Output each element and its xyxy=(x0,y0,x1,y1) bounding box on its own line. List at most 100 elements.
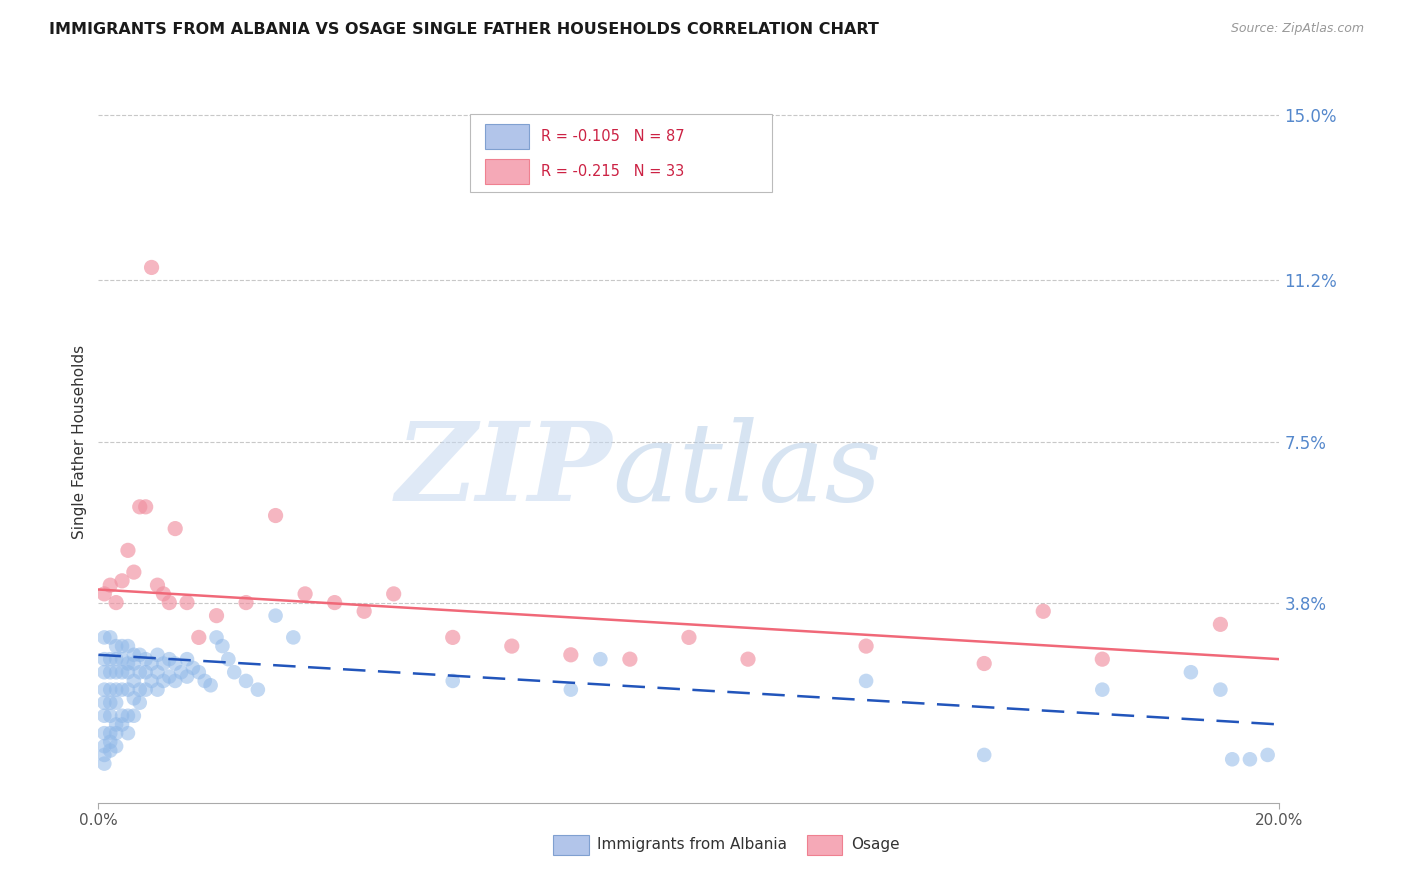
Point xyxy=(105,665,128,680)
Point xyxy=(146,578,169,592)
Point xyxy=(93,756,115,771)
Point xyxy=(181,661,204,675)
Point xyxy=(98,708,121,723)
Point xyxy=(235,673,257,688)
Text: Osage: Osage xyxy=(851,838,900,852)
Point xyxy=(98,682,121,697)
Point xyxy=(501,639,523,653)
Point xyxy=(117,639,139,653)
Point xyxy=(353,604,375,618)
Point xyxy=(128,696,150,710)
Point xyxy=(1180,665,1202,680)
Point xyxy=(152,673,174,688)
Text: Source: ZipAtlas.com: Source: ZipAtlas.com xyxy=(1230,22,1364,36)
Point xyxy=(217,652,239,666)
Point xyxy=(737,652,759,666)
Point xyxy=(194,673,217,688)
Point xyxy=(117,708,139,723)
Point xyxy=(117,543,139,558)
Point xyxy=(93,652,115,666)
Point xyxy=(135,652,157,666)
Point xyxy=(235,596,257,610)
Point xyxy=(441,673,464,688)
Point xyxy=(98,578,121,592)
Point xyxy=(146,682,169,697)
Point xyxy=(128,682,150,697)
Point xyxy=(560,648,582,662)
Point xyxy=(157,596,180,610)
Point xyxy=(589,652,612,666)
Point xyxy=(170,665,193,680)
Point xyxy=(141,673,163,688)
Text: Immigrants from Albania: Immigrants from Albania xyxy=(596,838,787,852)
Y-axis label: Single Father Households: Single Father Households xyxy=(72,344,87,539)
Point xyxy=(98,665,121,680)
Point xyxy=(105,726,128,740)
Point xyxy=(98,726,121,740)
Point xyxy=(1209,617,1232,632)
Point xyxy=(619,652,641,666)
FancyBboxPatch shape xyxy=(553,835,589,855)
Point xyxy=(560,682,582,697)
Point xyxy=(855,673,877,688)
Point xyxy=(264,608,287,623)
Point xyxy=(264,508,287,523)
Point xyxy=(1209,682,1232,697)
Point xyxy=(111,574,134,588)
Text: R = -0.215   N = 33: R = -0.215 N = 33 xyxy=(541,164,685,178)
Point xyxy=(855,639,877,653)
Point xyxy=(111,652,134,666)
Point xyxy=(973,747,995,762)
Point xyxy=(105,696,128,710)
Point xyxy=(1091,652,1114,666)
Point xyxy=(165,522,187,536)
Point xyxy=(165,673,187,688)
Point xyxy=(294,587,316,601)
Point xyxy=(200,678,222,692)
Point xyxy=(122,708,145,723)
Text: ZIP: ZIP xyxy=(395,417,612,524)
Point xyxy=(128,500,150,514)
Point xyxy=(117,657,139,671)
Point xyxy=(141,657,163,671)
Point xyxy=(146,665,169,680)
Point xyxy=(157,652,180,666)
Point xyxy=(152,587,174,601)
Point xyxy=(111,717,134,731)
Point xyxy=(105,739,128,754)
Point xyxy=(122,691,145,706)
Point xyxy=(93,747,115,762)
Text: IMMIGRANTS FROM ALBANIA VS OSAGE SINGLE FATHER HOUSEHOLDS CORRELATION CHART: IMMIGRANTS FROM ALBANIA VS OSAGE SINGLE … xyxy=(49,22,879,37)
Point xyxy=(93,696,115,710)
Text: R = -0.105   N = 87: R = -0.105 N = 87 xyxy=(541,129,685,145)
Point xyxy=(1220,752,1243,766)
Point xyxy=(105,652,128,666)
Point xyxy=(111,708,134,723)
Point xyxy=(128,665,150,680)
Point xyxy=(98,743,121,757)
Point xyxy=(1257,747,1279,762)
Point xyxy=(1091,682,1114,697)
FancyBboxPatch shape xyxy=(807,835,842,855)
Point xyxy=(98,735,121,749)
Point xyxy=(224,665,246,680)
Point xyxy=(678,631,700,645)
Point xyxy=(283,631,305,645)
Point xyxy=(93,587,115,601)
Point xyxy=(117,665,139,680)
Point xyxy=(122,565,145,579)
FancyBboxPatch shape xyxy=(485,124,530,149)
Point xyxy=(176,669,198,683)
Point xyxy=(973,657,995,671)
Point xyxy=(111,682,134,697)
Point xyxy=(135,665,157,680)
Point xyxy=(323,596,346,610)
Point xyxy=(98,631,121,645)
Point xyxy=(441,631,464,645)
Point xyxy=(1032,604,1054,618)
Point xyxy=(98,652,121,666)
Point xyxy=(105,717,128,731)
Point xyxy=(187,665,209,680)
Point xyxy=(246,682,269,697)
Point xyxy=(135,682,157,697)
